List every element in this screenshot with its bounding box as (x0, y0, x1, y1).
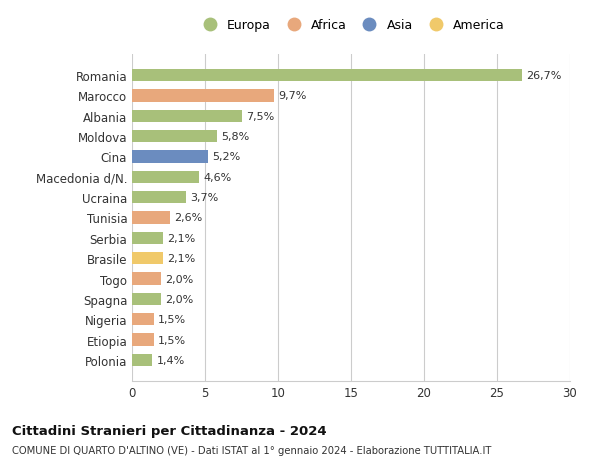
Text: 1,5%: 1,5% (158, 335, 187, 345)
Bar (132, 70, 522, 82)
Bar (132, 90, 274, 102)
Bar (132, 252, 163, 265)
Text: 9,7%: 9,7% (278, 91, 307, 101)
Legend: Europa, Africa, Asia, America: Europa, Africa, Asia, America (197, 19, 505, 32)
Text: 4,6%: 4,6% (203, 173, 232, 182)
Bar (132, 313, 154, 325)
Text: Cittadini Stranieri per Cittadinanza - 2024: Cittadini Stranieri per Cittadinanza - 2… (12, 425, 326, 437)
Bar (132, 171, 199, 184)
Text: COMUNE DI QUARTO D'ALTINO (VE) - Dati ISTAT al 1° gennaio 2024 - Elaborazione TU: COMUNE DI QUARTO D'ALTINO (VE) - Dati IS… (12, 445, 491, 455)
Text: 1,5%: 1,5% (158, 314, 187, 325)
Text: 2,1%: 2,1% (167, 233, 195, 243)
Text: 2,0%: 2,0% (166, 274, 194, 284)
Bar (132, 131, 217, 143)
Bar (132, 334, 154, 346)
Bar (132, 151, 208, 163)
Text: 7,5%: 7,5% (246, 112, 274, 122)
Text: 5,8%: 5,8% (221, 132, 250, 142)
Text: 2,6%: 2,6% (175, 213, 203, 223)
Text: 5,2%: 5,2% (212, 152, 241, 162)
Text: 26,7%: 26,7% (526, 71, 562, 81)
Bar (132, 232, 163, 244)
Text: 1,4%: 1,4% (157, 355, 185, 365)
Text: 2,0%: 2,0% (166, 294, 194, 304)
Bar (132, 192, 186, 204)
Text: 2,1%: 2,1% (167, 254, 195, 263)
Bar (132, 111, 241, 123)
Bar (132, 212, 170, 224)
Bar (132, 273, 161, 285)
Bar (132, 354, 152, 366)
Text: 3,7%: 3,7% (190, 193, 218, 203)
Bar (132, 293, 161, 305)
